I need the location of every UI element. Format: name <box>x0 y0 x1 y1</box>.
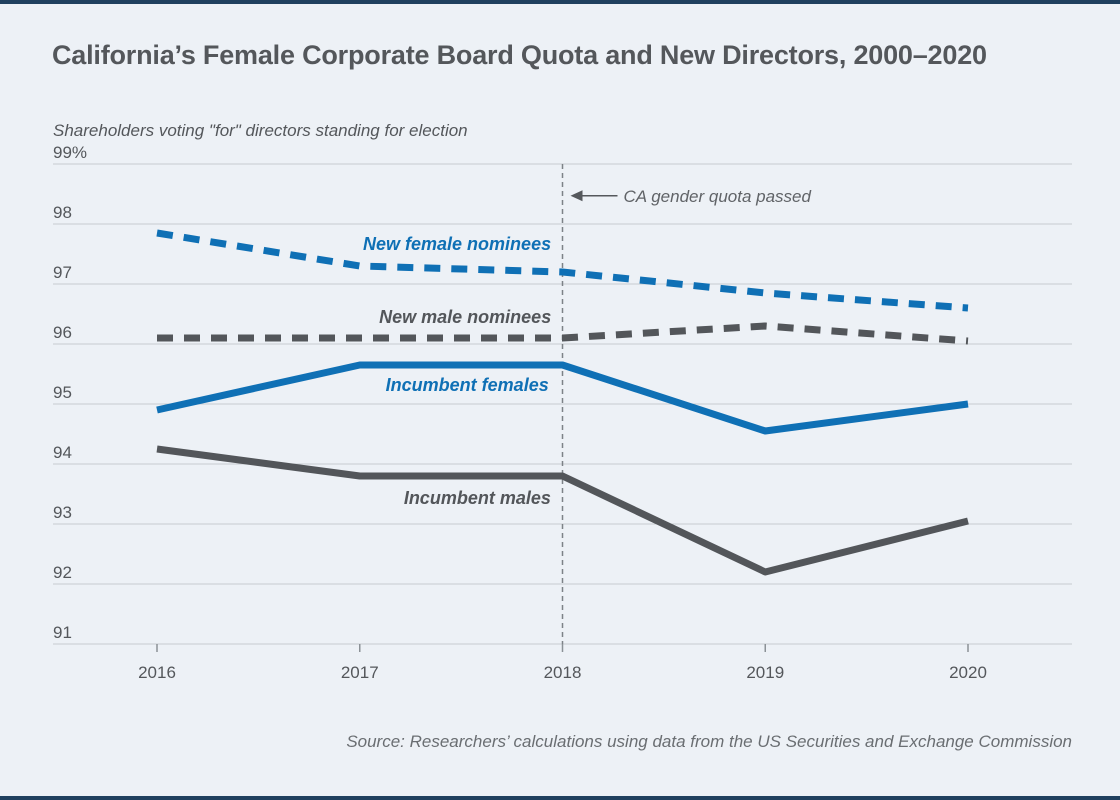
y-axis-label-93: 93 <box>53 503 72 522</box>
series-label-incumbent-males: Incumbent males <box>404 488 551 508</box>
top-edge-bar <box>0 0 1120 4</box>
series-label-new-female-nominees: New female nominees <box>363 234 551 254</box>
series-label-incumbent-females: Incumbent females <box>386 375 549 395</box>
series-line-new-female-nominees <box>156 229 969 312</box>
y-axis-label-97: 97 <box>53 263 72 282</box>
chart-title: California’s Female Corporate Board Quot… <box>52 40 987 70</box>
y-axis-label-99: 99% <box>53 143 87 162</box>
y-axis-label-96: 96 <box>53 323 72 342</box>
chart-subtitle: Shareholders voting "for" directors stan… <box>53 121 468 140</box>
x-axis-label-2019: 2019 <box>746 663 784 682</box>
y-axis-label-94: 94 <box>53 443 72 462</box>
bottom-edge-bar <box>0 796 1120 800</box>
series-line-new-male-nominees <box>157 322 969 345</box>
series-label-new-male-nominees: New male nominees <box>379 307 551 327</box>
annotation-label: CA gender quota passed <box>624 187 812 206</box>
y-axis-label-92: 92 <box>53 563 72 582</box>
series-line-incumbent-males <box>156 445 969 576</box>
x-axis-label-2016: 2016 <box>138 663 176 682</box>
series-line-incumbent-females <box>156 361 969 435</box>
x-axis-label-2017: 2017 <box>341 663 379 682</box>
x-axis-label-2020: 2020 <box>949 663 987 682</box>
annotation-arrow-head-icon <box>570 190 583 202</box>
source-note: Source: Researchers’ calculations using … <box>346 732 1072 751</box>
y-axis-label-98: 98 <box>53 203 72 222</box>
x-axis-label-2018: 2018 <box>544 663 582 682</box>
y-axis-label-95: 95 <box>53 383 72 402</box>
y-axis-label-91: 91 <box>53 623 72 642</box>
